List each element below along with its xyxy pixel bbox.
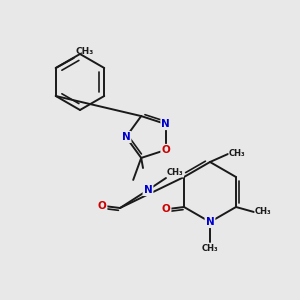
Text: CH₃: CH₃ xyxy=(167,168,184,177)
Text: CH₃: CH₃ xyxy=(202,244,218,253)
Text: CH₃: CH₃ xyxy=(229,149,246,158)
Text: O: O xyxy=(98,201,106,211)
Text: N: N xyxy=(122,132,130,142)
Text: CH₃: CH₃ xyxy=(76,47,94,56)
Text: O: O xyxy=(161,145,170,155)
Text: CH₃: CH₃ xyxy=(255,208,272,217)
Text: N: N xyxy=(206,217,214,227)
Text: N: N xyxy=(144,185,152,195)
Text: O: O xyxy=(162,204,170,214)
Text: N: N xyxy=(161,119,170,129)
